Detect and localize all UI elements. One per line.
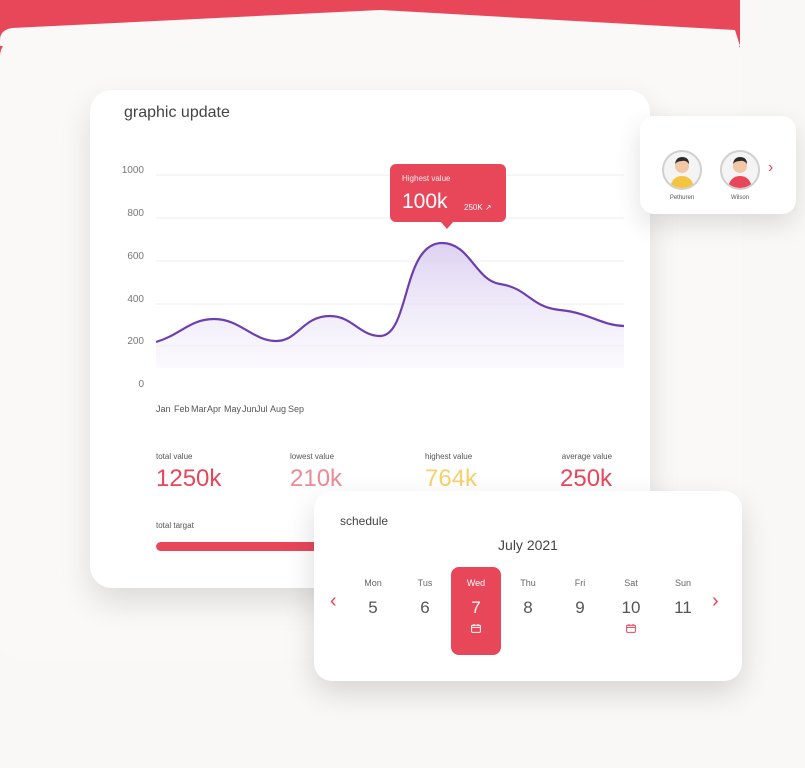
- stat-label: highest value: [425, 452, 473, 461]
- people-card: Pethuren Wilson ›: [640, 116, 796, 214]
- highest-value-tooltip: Highest value 100k 250K ↗: [390, 164, 506, 229]
- x-tick-label: Apr: [207, 404, 222, 414]
- y-tick-label: 0: [138, 379, 144, 390]
- stat-value: 210k: [290, 465, 343, 492]
- x-tick-label: Feb: [174, 404, 190, 414]
- calendar-event-icon: [626, 624, 636, 633]
- month-label: July 2021: [498, 537, 558, 553]
- target-label: total targat: [156, 521, 194, 530]
- chevron-right-icon[interactable]: ›: [712, 590, 719, 612]
- stat-label: average value: [561, 452, 613, 461]
- chevron-right-icon[interactable]: ›: [768, 159, 774, 176]
- stat-value: 250k: [560, 465, 613, 492]
- calendar-day[interactable]: Sun 11: [658, 567, 708, 655]
- day-number: 8: [523, 598, 533, 617]
- schedule-title: schedule: [340, 514, 389, 528]
- stat-lowest-value: lowest value 210k: [290, 452, 342, 493]
- person-name: Wilson: [730, 195, 749, 201]
- day-number: 10: [621, 598, 641, 617]
- stat-value: 1250k: [156, 465, 222, 492]
- day-name: Fri: [574, 578, 586, 588]
- y-tick-label: 1000: [121, 165, 144, 176]
- day-name: Sat: [624, 578, 638, 588]
- stat-label: total value: [156, 452, 193, 461]
- person-name: Pethuren: [669, 195, 695, 201]
- tooltip-sub-value: 250K ↗: [464, 203, 492, 212]
- day-number: 11: [674, 598, 692, 617]
- y-tick-label: 200: [127, 336, 144, 347]
- stat-average-value: average value 250k: [560, 452, 612, 493]
- stat-value: 764k: [425, 465, 478, 492]
- area-fill: [156, 243, 624, 368]
- avatar: [720, 150, 760, 190]
- x-tick-label: Aug: [270, 404, 287, 414]
- value-line: [155, 241, 625, 344]
- x-tick-label: May: [224, 404, 242, 414]
- chevron-left-icon[interactable]: ‹: [330, 590, 337, 612]
- day-number: 6: [420, 598, 430, 617]
- calendar-day[interactable]: Mon 5: [348, 567, 398, 655]
- avatar: [662, 150, 702, 190]
- banner-notch: [0, 10, 740, 46]
- calendar-day[interactable]: Tus 6: [400, 567, 450, 655]
- person-icon: [670, 157, 694, 188]
- x-tick-label: Jul: [256, 404, 268, 414]
- x-tick-label: Jan: [156, 404, 171, 414]
- x-tick-label: Mar: [191, 404, 207, 414]
- line-chart: [155, 174, 625, 368]
- tooltip-caret: [440, 221, 454, 229]
- target-progress-fill: [156, 542, 322, 551]
- stat-label: lowest value: [290, 452, 335, 461]
- stat-highest-value: highest value 764k: [425, 452, 477, 493]
- stat-total-value: total value 1250k: [156, 452, 221, 493]
- day-name: Sun: [674, 578, 691, 588]
- day-name: Mon: [364, 578, 382, 588]
- day-number: 7: [471, 598, 481, 617]
- schedule-card: schedule July 2021 ‹ › Mon 5 Tus 6 Wed 7…: [314, 491, 742, 681]
- day-number: 9: [575, 598, 585, 617]
- calendar-day-selected[interactable]: Wed 7: [451, 567, 501, 655]
- person-pethuren[interactable]: Pethuren: [660, 150, 704, 201]
- x-tick-label: Jun: [242, 404, 257, 414]
- day-name: Thu: [520, 578, 536, 588]
- day-name: Tus: [417, 578, 433, 588]
- y-tick-label: 400: [127, 294, 144, 305]
- tooltip-value: 100k: [402, 190, 448, 213]
- y-tick-label: 800: [127, 208, 144, 219]
- tooltip-label: Highest value: [402, 174, 451, 183]
- person-icon: [728, 157, 752, 188]
- person-wilson[interactable]: Wilson: [718, 150, 762, 201]
- day-number: 5: [368, 598, 378, 617]
- day-name: Wed: [466, 578, 486, 588]
- y-tick-label: 600: [127, 251, 144, 262]
- chart-title: graphic update: [124, 104, 230, 121]
- calendar-event-icon: [471, 624, 481, 633]
- calendar-day[interactable]: Sat 10: [606, 567, 656, 655]
- calendar-day[interactable]: Thu 8: [503, 567, 553, 655]
- x-tick-label: Sep: [288, 404, 305, 414]
- calendar-day[interactable]: Fri 9: [555, 567, 605, 655]
